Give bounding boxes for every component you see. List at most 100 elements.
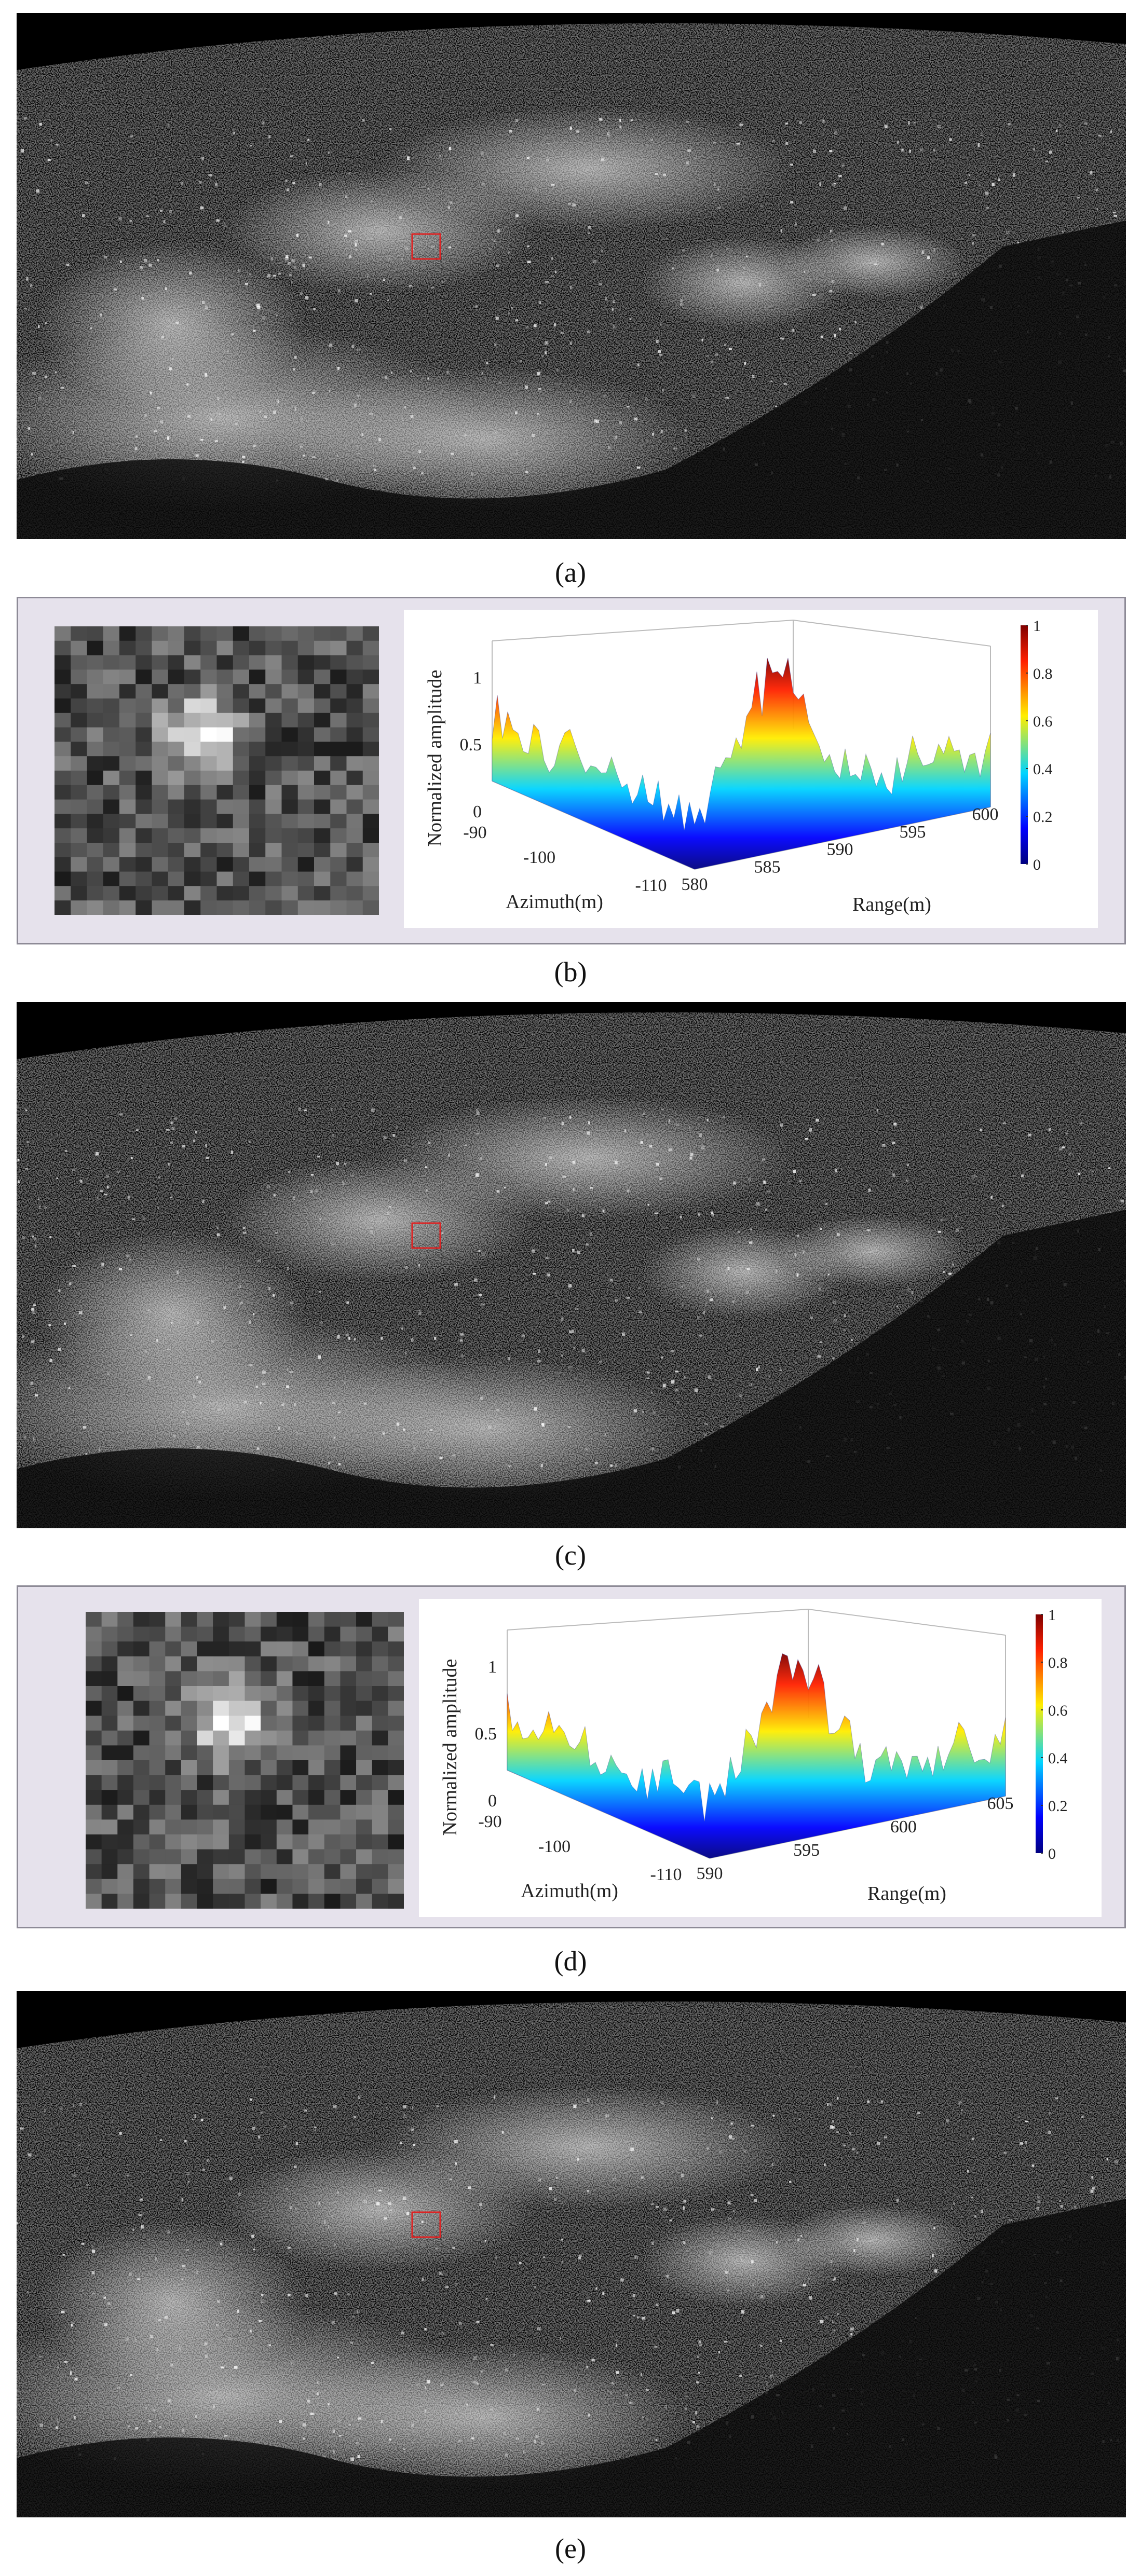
speckle-dot — [981, 133, 983, 136]
patch-pixel — [200, 871, 217, 886]
patch-pixel — [346, 900, 363, 915]
speckle-dot — [403, 1428, 405, 1431]
speckle-dot — [843, 2186, 845, 2188]
speckle-dot — [609, 1279, 613, 1282]
patch-pixel — [372, 1656, 388, 1671]
patch-pixel — [165, 1745, 182, 1761]
speckle-dot — [656, 2205, 659, 2208]
speckle-dot — [569, 1116, 572, 1119]
patch-pixel — [265, 742, 282, 757]
patch-pixel — [87, 771, 104, 786]
patch-pixel — [213, 1834, 229, 1850]
patch-pixel — [152, 857, 169, 872]
patch-pixel — [119, 742, 136, 757]
speckle-dot — [167, 1349, 170, 1351]
speckle-dot — [1020, 2142, 1023, 2145]
speckle-dot — [354, 1338, 356, 1341]
speckle-dot — [758, 1365, 760, 1368]
patch-pixel — [101, 1686, 118, 1702]
speckle-dot — [431, 2160, 433, 2162]
speckle-dot — [951, 1264, 955, 1266]
speckle-dot — [1060, 2204, 1063, 2208]
patch-pixel — [314, 640, 331, 656]
speckle-dot — [772, 140, 775, 142]
patch-pixel — [152, 871, 169, 886]
speckle-dot — [138, 2214, 142, 2216]
speckle-dot — [333, 1436, 336, 1439]
patch-pixel — [228, 1612, 245, 1627]
speckle-dot — [605, 2114, 609, 2118]
speckle-dot — [260, 1402, 262, 1405]
speckle-dot — [18, 1180, 20, 1184]
speckle-dot — [479, 2203, 482, 2206]
speckle-dot — [591, 2359, 595, 2362]
speckle-dot — [328, 2403, 330, 2406]
x-tick-label: -110 — [635, 876, 667, 895]
patch-pixel — [200, 828, 217, 843]
speckle-dot — [604, 1433, 606, 1436]
patch-pixel — [181, 1849, 198, 1865]
speckle-dot — [31, 1340, 35, 1344]
patch-pixel — [101, 1626, 118, 1642]
speckle-dot — [479, 1157, 482, 1160]
patch-pixel — [228, 1626, 245, 1642]
speckle-dot — [288, 1171, 291, 1173]
speckle-dot — [387, 1211, 390, 1215]
speckle-dot — [354, 403, 357, 407]
patch-pixel — [261, 1849, 277, 1865]
speckle-dot — [599, 118, 603, 121]
speckle-dot — [526, 325, 529, 329]
speckle-dot — [186, 383, 189, 386]
patch-pixel — [356, 1760, 373, 1776]
speckle-dot — [74, 2377, 78, 2381]
speckle-dot — [836, 2131, 839, 2133]
speckle-dot — [381, 2420, 383, 2423]
speckle-dot — [85, 1453, 88, 1456]
patch-pixel — [388, 1612, 404, 1627]
speckle-dot — [153, 2431, 155, 2434]
speckle-dot — [216, 1225, 219, 1229]
patch-pixel — [197, 1745, 213, 1761]
speckle-dot — [599, 1361, 602, 1363]
speckle-dot — [676, 1123, 680, 1127]
patch-pixel — [244, 1894, 261, 1909]
patch-pixel — [87, 871, 104, 886]
patch-pixel — [86, 1760, 102, 1776]
patch-pixel — [200, 857, 217, 872]
patch-pixel — [197, 1760, 213, 1776]
speckle-dot — [595, 419, 600, 423]
patch-pixel — [340, 1819, 357, 1835]
patch-pixel — [233, 669, 250, 684]
patch-pixel — [292, 1894, 309, 1909]
patch-pixel — [362, 871, 379, 886]
patch-pixel — [103, 669, 120, 684]
patch-pixel — [184, 771, 201, 786]
speckle-dot — [826, 2103, 829, 2106]
speckle-dot — [680, 299, 683, 302]
speckle-dot — [314, 2126, 317, 2129]
speckle-dot — [605, 297, 607, 301]
speckle-dot — [551, 275, 554, 277]
patch-pixel — [308, 1849, 325, 1865]
speckle-dot — [819, 1287, 822, 1291]
patch-pixel — [261, 1819, 277, 1835]
speckle-dot — [751, 2125, 754, 2127]
speckle-dot — [670, 1350, 674, 1352]
patch-pixel — [184, 871, 201, 886]
speckle-dot — [651, 2242, 654, 2245]
speckle-dot — [619, 118, 621, 122]
patch-pixel — [184, 799, 201, 814]
speckle-dot — [668, 1148, 672, 1152]
speckle-dot — [344, 1162, 347, 1165]
speckle-dot — [642, 1411, 644, 1414]
speckle-dot — [780, 229, 782, 232]
patch-pixel — [87, 698, 104, 714]
speckle-dot — [708, 1375, 712, 1379]
speckle-dot — [130, 1334, 132, 1336]
speckle-dot — [739, 2375, 742, 2377]
patch-pixel — [165, 1716, 182, 1731]
speckle-dot — [1023, 2146, 1026, 2149]
patch-pixel — [362, 785, 379, 800]
speckle-dot — [386, 2107, 388, 2109]
image-edge — [17, 1991, 1126, 2048]
